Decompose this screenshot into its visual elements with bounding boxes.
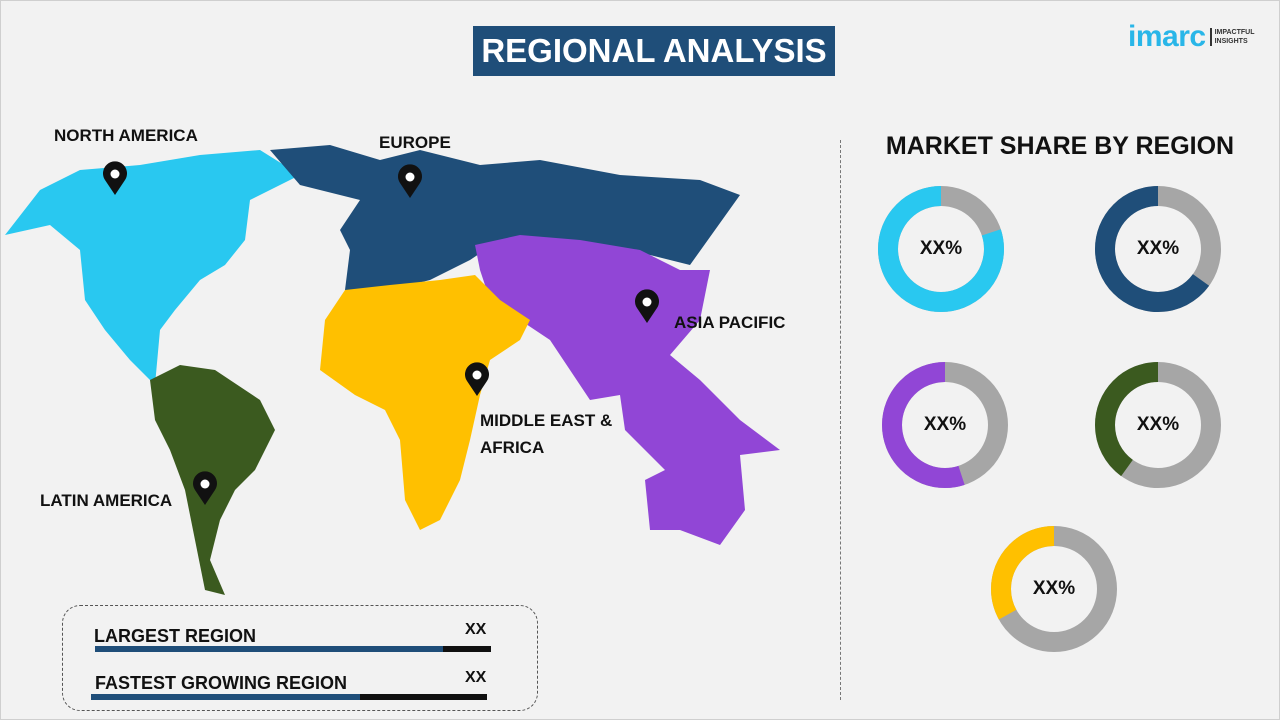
pin-icon-asia-pacific [634,289,659,323]
donut-share-arc [878,186,1004,312]
label-asia-pacific: ASIA PACIFIC [674,313,786,332]
region-north-america [5,150,300,385]
donut-asia-pacific: XX% [880,360,1010,490]
logo-word: imarc [1128,20,1206,53]
donut-europe: XX% [1093,184,1223,314]
pin-icon-europe [397,164,422,198]
donut-share-arc [1095,362,1221,488]
logo-tagline: IMPACTFUL INSIGHTS [1209,28,1254,46]
largest-region-bar [95,646,491,652]
label-middle-east-africa: MIDDLE EAST & AFRICA [480,411,613,457]
largest-region-label: LARGEST REGION [94,626,257,646]
largest-region-value: XX [465,621,487,638]
label-europe: EUROPE [379,133,451,152]
share-title: MARKET SHARE BY REGION [885,132,1235,160]
imarc-logo: imarc IMPACTFUL INSIGHTS [1128,20,1254,54]
donut-share-arc [1095,186,1221,312]
fastest-region-label: FASTEST GROWING REGION [95,673,348,693]
donut-value: XX% [923,414,967,435]
donut-value: XX% [1136,238,1180,259]
pin-icon-mea [464,362,489,396]
divider [840,140,841,700]
donut-share-arc [991,526,1117,652]
world-map [5,145,780,595]
summary-box: LARGEST REGION XX FASTEST GROWING REGION… [62,605,538,711]
pin-icon-latin-america [193,471,217,505]
region-asia-pacific [475,235,780,545]
donut-value: XX% [1136,414,1180,435]
donut-mea: XX% [989,524,1119,654]
region-middle-east-africa [320,275,530,530]
label-north-america: NORTH AMERICA [54,126,198,145]
donut-north-america: XX% [876,184,1006,314]
donut-value: XX% [919,238,963,259]
donut-latin-america: XX% [1093,360,1223,490]
pin-icon-north-america [103,161,128,195]
page-title: REGIONAL ANALYSIS [473,26,835,76]
fastest-region-value: XX [465,669,487,686]
fastest-region-bar [91,694,487,700]
donut-value: XX% [1032,578,1076,599]
donut-share-arc [882,362,1008,488]
label-latin-america: LATIN AMERICA [40,491,173,510]
map-pins [103,161,659,505]
region-europe [270,145,740,290]
